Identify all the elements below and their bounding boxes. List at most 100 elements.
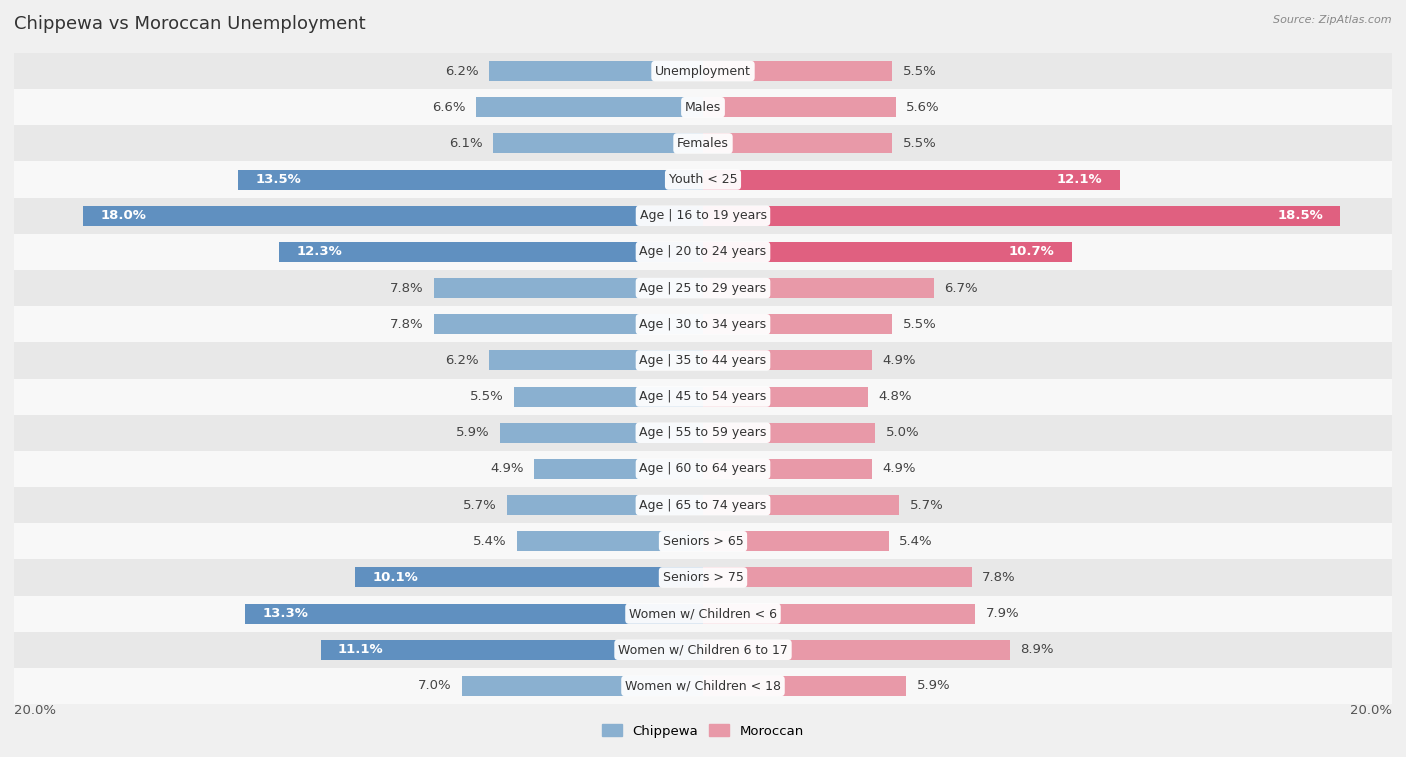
Text: 5.6%: 5.6% bbox=[907, 101, 939, 114]
Text: 11.1%: 11.1% bbox=[337, 643, 384, 656]
Text: Youth < 25: Youth < 25 bbox=[669, 173, 737, 186]
Text: Source: ZipAtlas.com: Source: ZipAtlas.com bbox=[1274, 15, 1392, 25]
Text: 7.0%: 7.0% bbox=[418, 680, 451, 693]
Text: Age | 60 to 64 years: Age | 60 to 64 years bbox=[640, 463, 766, 475]
Bar bbox=[14, 668, 1392, 704]
Bar bbox=[703, 278, 934, 298]
Bar bbox=[461, 676, 703, 696]
Text: 7.8%: 7.8% bbox=[981, 571, 1015, 584]
Text: Women w/ Children < 18: Women w/ Children < 18 bbox=[626, 680, 780, 693]
Text: 12.3%: 12.3% bbox=[297, 245, 342, 258]
Bar bbox=[494, 133, 703, 154]
Bar bbox=[434, 278, 703, 298]
Bar bbox=[703, 531, 889, 551]
Text: Chippewa vs Moroccan Unemployment: Chippewa vs Moroccan Unemployment bbox=[14, 15, 366, 33]
Text: 6.6%: 6.6% bbox=[432, 101, 465, 114]
Text: 5.4%: 5.4% bbox=[900, 534, 934, 548]
Text: Seniors > 65: Seniors > 65 bbox=[662, 534, 744, 548]
Bar bbox=[245, 603, 703, 624]
Text: 5.5%: 5.5% bbox=[903, 137, 936, 150]
Bar bbox=[321, 640, 703, 659]
Bar bbox=[356, 568, 703, 587]
Bar bbox=[499, 423, 703, 443]
Bar bbox=[703, 170, 1119, 189]
Bar bbox=[703, 423, 875, 443]
Text: Unemployment: Unemployment bbox=[655, 64, 751, 77]
Text: Males: Males bbox=[685, 101, 721, 114]
Text: 5.5%: 5.5% bbox=[903, 64, 936, 77]
Text: 6.2%: 6.2% bbox=[446, 64, 479, 77]
Text: 6.7%: 6.7% bbox=[945, 282, 977, 294]
Text: Women w/ Children 6 to 17: Women w/ Children 6 to 17 bbox=[619, 643, 787, 656]
Text: Females: Females bbox=[678, 137, 728, 150]
Bar bbox=[703, 206, 1340, 226]
Bar bbox=[434, 314, 703, 334]
Bar bbox=[475, 98, 703, 117]
Text: 10.7%: 10.7% bbox=[1008, 245, 1054, 258]
Bar bbox=[489, 350, 703, 370]
Bar bbox=[703, 459, 872, 479]
Text: Age | 25 to 29 years: Age | 25 to 29 years bbox=[640, 282, 766, 294]
Bar bbox=[14, 126, 1392, 161]
Bar bbox=[489, 61, 703, 81]
Bar bbox=[14, 342, 1392, 378]
Bar bbox=[14, 198, 1392, 234]
Text: 20.0%: 20.0% bbox=[14, 704, 56, 717]
Bar bbox=[703, 314, 893, 334]
Bar bbox=[14, 306, 1392, 342]
Text: Age | 45 to 54 years: Age | 45 to 54 years bbox=[640, 390, 766, 403]
Text: 18.5%: 18.5% bbox=[1277, 209, 1323, 223]
Bar bbox=[517, 531, 703, 551]
Text: 5.9%: 5.9% bbox=[917, 680, 950, 693]
Text: 13.5%: 13.5% bbox=[256, 173, 301, 186]
Bar bbox=[280, 242, 703, 262]
Text: 4.9%: 4.9% bbox=[882, 354, 915, 367]
Bar bbox=[703, 495, 900, 515]
Text: 4.9%: 4.9% bbox=[491, 463, 524, 475]
Bar bbox=[14, 415, 1392, 451]
Text: Women w/ Children < 6: Women w/ Children < 6 bbox=[628, 607, 778, 620]
Bar bbox=[14, 53, 1392, 89]
Bar bbox=[703, 387, 869, 407]
Text: 5.7%: 5.7% bbox=[910, 499, 943, 512]
Legend: Chippewa, Moroccan: Chippewa, Moroccan bbox=[598, 719, 808, 743]
Text: Age | 35 to 44 years: Age | 35 to 44 years bbox=[640, 354, 766, 367]
Text: 6.1%: 6.1% bbox=[449, 137, 482, 150]
Text: 5.9%: 5.9% bbox=[456, 426, 489, 439]
Text: 5.5%: 5.5% bbox=[470, 390, 503, 403]
Text: 7.8%: 7.8% bbox=[391, 318, 425, 331]
Bar bbox=[14, 631, 1392, 668]
Bar bbox=[703, 640, 1010, 659]
Text: 4.8%: 4.8% bbox=[879, 390, 912, 403]
Bar bbox=[534, 459, 703, 479]
Text: Age | 55 to 59 years: Age | 55 to 59 years bbox=[640, 426, 766, 439]
Bar bbox=[14, 378, 1392, 415]
Text: 7.9%: 7.9% bbox=[986, 607, 1019, 620]
Bar bbox=[14, 487, 1392, 523]
Bar bbox=[703, 242, 1071, 262]
Text: 8.9%: 8.9% bbox=[1019, 643, 1053, 656]
Text: 5.0%: 5.0% bbox=[886, 426, 920, 439]
Bar bbox=[703, 603, 976, 624]
Bar bbox=[703, 568, 972, 587]
Bar bbox=[703, 676, 907, 696]
Bar bbox=[703, 61, 893, 81]
Text: 6.2%: 6.2% bbox=[446, 354, 479, 367]
Text: 5.7%: 5.7% bbox=[463, 499, 496, 512]
Text: 7.8%: 7.8% bbox=[391, 282, 425, 294]
Text: Age | 30 to 34 years: Age | 30 to 34 years bbox=[640, 318, 766, 331]
Bar bbox=[14, 596, 1392, 631]
Bar bbox=[14, 234, 1392, 270]
Text: Age | 16 to 19 years: Age | 16 to 19 years bbox=[640, 209, 766, 223]
Bar bbox=[14, 559, 1392, 596]
Bar bbox=[14, 270, 1392, 306]
Bar bbox=[14, 89, 1392, 126]
Text: 10.1%: 10.1% bbox=[373, 571, 418, 584]
Text: 4.9%: 4.9% bbox=[882, 463, 915, 475]
Text: 18.0%: 18.0% bbox=[100, 209, 146, 223]
Text: 5.4%: 5.4% bbox=[472, 534, 506, 548]
Text: Age | 65 to 74 years: Age | 65 to 74 years bbox=[640, 499, 766, 512]
Bar bbox=[703, 133, 893, 154]
Text: 20.0%: 20.0% bbox=[1350, 704, 1392, 717]
Text: Age | 20 to 24 years: Age | 20 to 24 years bbox=[640, 245, 766, 258]
